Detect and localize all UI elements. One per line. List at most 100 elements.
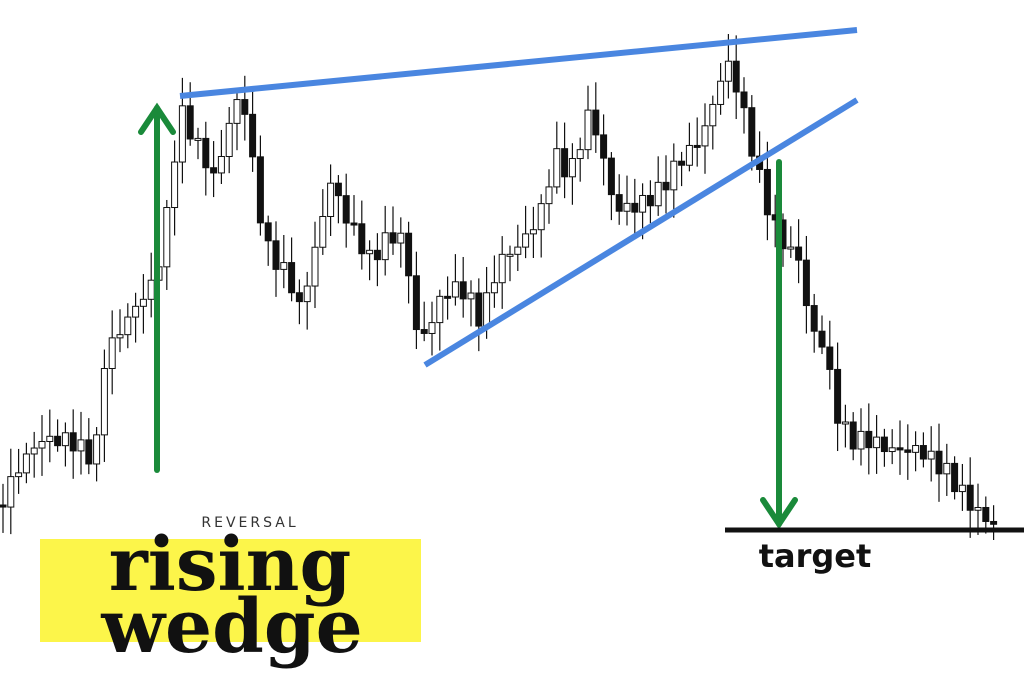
candle-body xyxy=(498,253,506,284)
candle-body xyxy=(311,246,319,287)
candle-body xyxy=(919,445,927,460)
candle-body xyxy=(888,447,896,453)
candle-body xyxy=(272,240,280,270)
candle-body xyxy=(233,99,241,124)
candle-body xyxy=(116,334,124,339)
candle-body xyxy=(514,246,522,255)
candle-body xyxy=(350,222,358,226)
candle-body xyxy=(100,368,108,436)
candle-body xyxy=(147,279,155,300)
candle-body xyxy=(974,506,982,511)
candle-body xyxy=(826,346,834,370)
candle-body xyxy=(366,249,374,255)
candle-body xyxy=(506,253,514,257)
candle-body xyxy=(256,156,264,224)
candle-body xyxy=(568,158,576,178)
target-label: target xyxy=(759,537,872,575)
candle-body xyxy=(225,122,233,158)
candle-body xyxy=(740,91,748,109)
candle-body xyxy=(553,148,561,188)
candle-body xyxy=(334,182,342,197)
candle-body xyxy=(77,439,85,452)
candle-body xyxy=(865,430,873,449)
candle-body xyxy=(958,484,966,493)
candle-body xyxy=(724,60,732,82)
candle-body xyxy=(529,229,537,235)
candle-body xyxy=(139,298,147,307)
candle-body xyxy=(662,181,670,191)
candle-body xyxy=(600,134,608,159)
candle-body xyxy=(342,195,350,224)
candle-body xyxy=(412,275,420,331)
candle-body xyxy=(217,156,225,174)
candle-body xyxy=(46,435,54,443)
candle-body xyxy=(358,223,366,255)
candle-body xyxy=(912,445,920,453)
candle-body xyxy=(428,322,436,334)
candle-body xyxy=(607,157,615,196)
candle-body xyxy=(693,144,701,148)
candle-body xyxy=(444,295,452,299)
candle-body xyxy=(303,285,311,303)
candlesticks xyxy=(0,34,998,540)
candle-body xyxy=(787,246,795,250)
candle-body xyxy=(451,281,459,298)
candle-body xyxy=(30,447,38,455)
candle-body xyxy=(288,262,296,294)
candle-body xyxy=(584,109,592,151)
candle-body xyxy=(522,233,530,248)
candle-body xyxy=(38,441,46,449)
candle-body xyxy=(896,447,904,451)
candle-body xyxy=(810,305,818,332)
candle-body xyxy=(678,160,686,166)
candle-body xyxy=(927,450,935,460)
candle-body xyxy=(990,520,998,525)
candle-body xyxy=(69,432,77,452)
upper-trendline xyxy=(179,27,858,99)
candle-body xyxy=(85,439,93,465)
candle-body xyxy=(576,149,584,160)
candle-body xyxy=(802,259,810,307)
candle-body xyxy=(373,249,381,261)
candle-body xyxy=(93,434,101,465)
candle-body xyxy=(280,262,288,270)
candle-body xyxy=(163,207,171,268)
candle-body xyxy=(61,432,69,447)
candle-body xyxy=(389,232,397,244)
candle-body xyxy=(701,125,709,147)
candle-body xyxy=(171,161,179,209)
candle-body xyxy=(615,194,623,212)
candle-body xyxy=(124,316,132,336)
candle-body xyxy=(646,194,654,207)
candle-body xyxy=(670,160,678,191)
candle-body xyxy=(561,148,569,178)
candle-body xyxy=(857,430,865,450)
candle-body xyxy=(935,450,943,475)
candle-body xyxy=(475,292,483,327)
candle-body xyxy=(592,109,600,136)
title-line: wedge xyxy=(100,584,362,670)
candle-body xyxy=(241,99,249,115)
candle-body xyxy=(732,60,740,93)
candle-body xyxy=(717,80,725,105)
label-box xyxy=(40,539,421,642)
candle-body xyxy=(54,435,62,447)
candle-body xyxy=(818,330,826,348)
candle-body xyxy=(537,203,545,231)
candle-body xyxy=(249,113,257,158)
candle-body xyxy=(623,202,631,212)
candle-body xyxy=(685,144,693,166)
candle-body xyxy=(841,421,849,425)
candle-body xyxy=(748,107,756,157)
candle-body xyxy=(951,462,959,493)
candle-body xyxy=(436,295,444,324)
candle-body xyxy=(202,137,210,169)
candle-body xyxy=(880,436,888,453)
up-arrow xyxy=(138,102,176,473)
candle-body xyxy=(7,476,15,508)
candle-body xyxy=(15,472,23,478)
candle-body xyxy=(654,181,662,207)
candle-body xyxy=(763,168,771,216)
candle-body xyxy=(545,186,553,205)
